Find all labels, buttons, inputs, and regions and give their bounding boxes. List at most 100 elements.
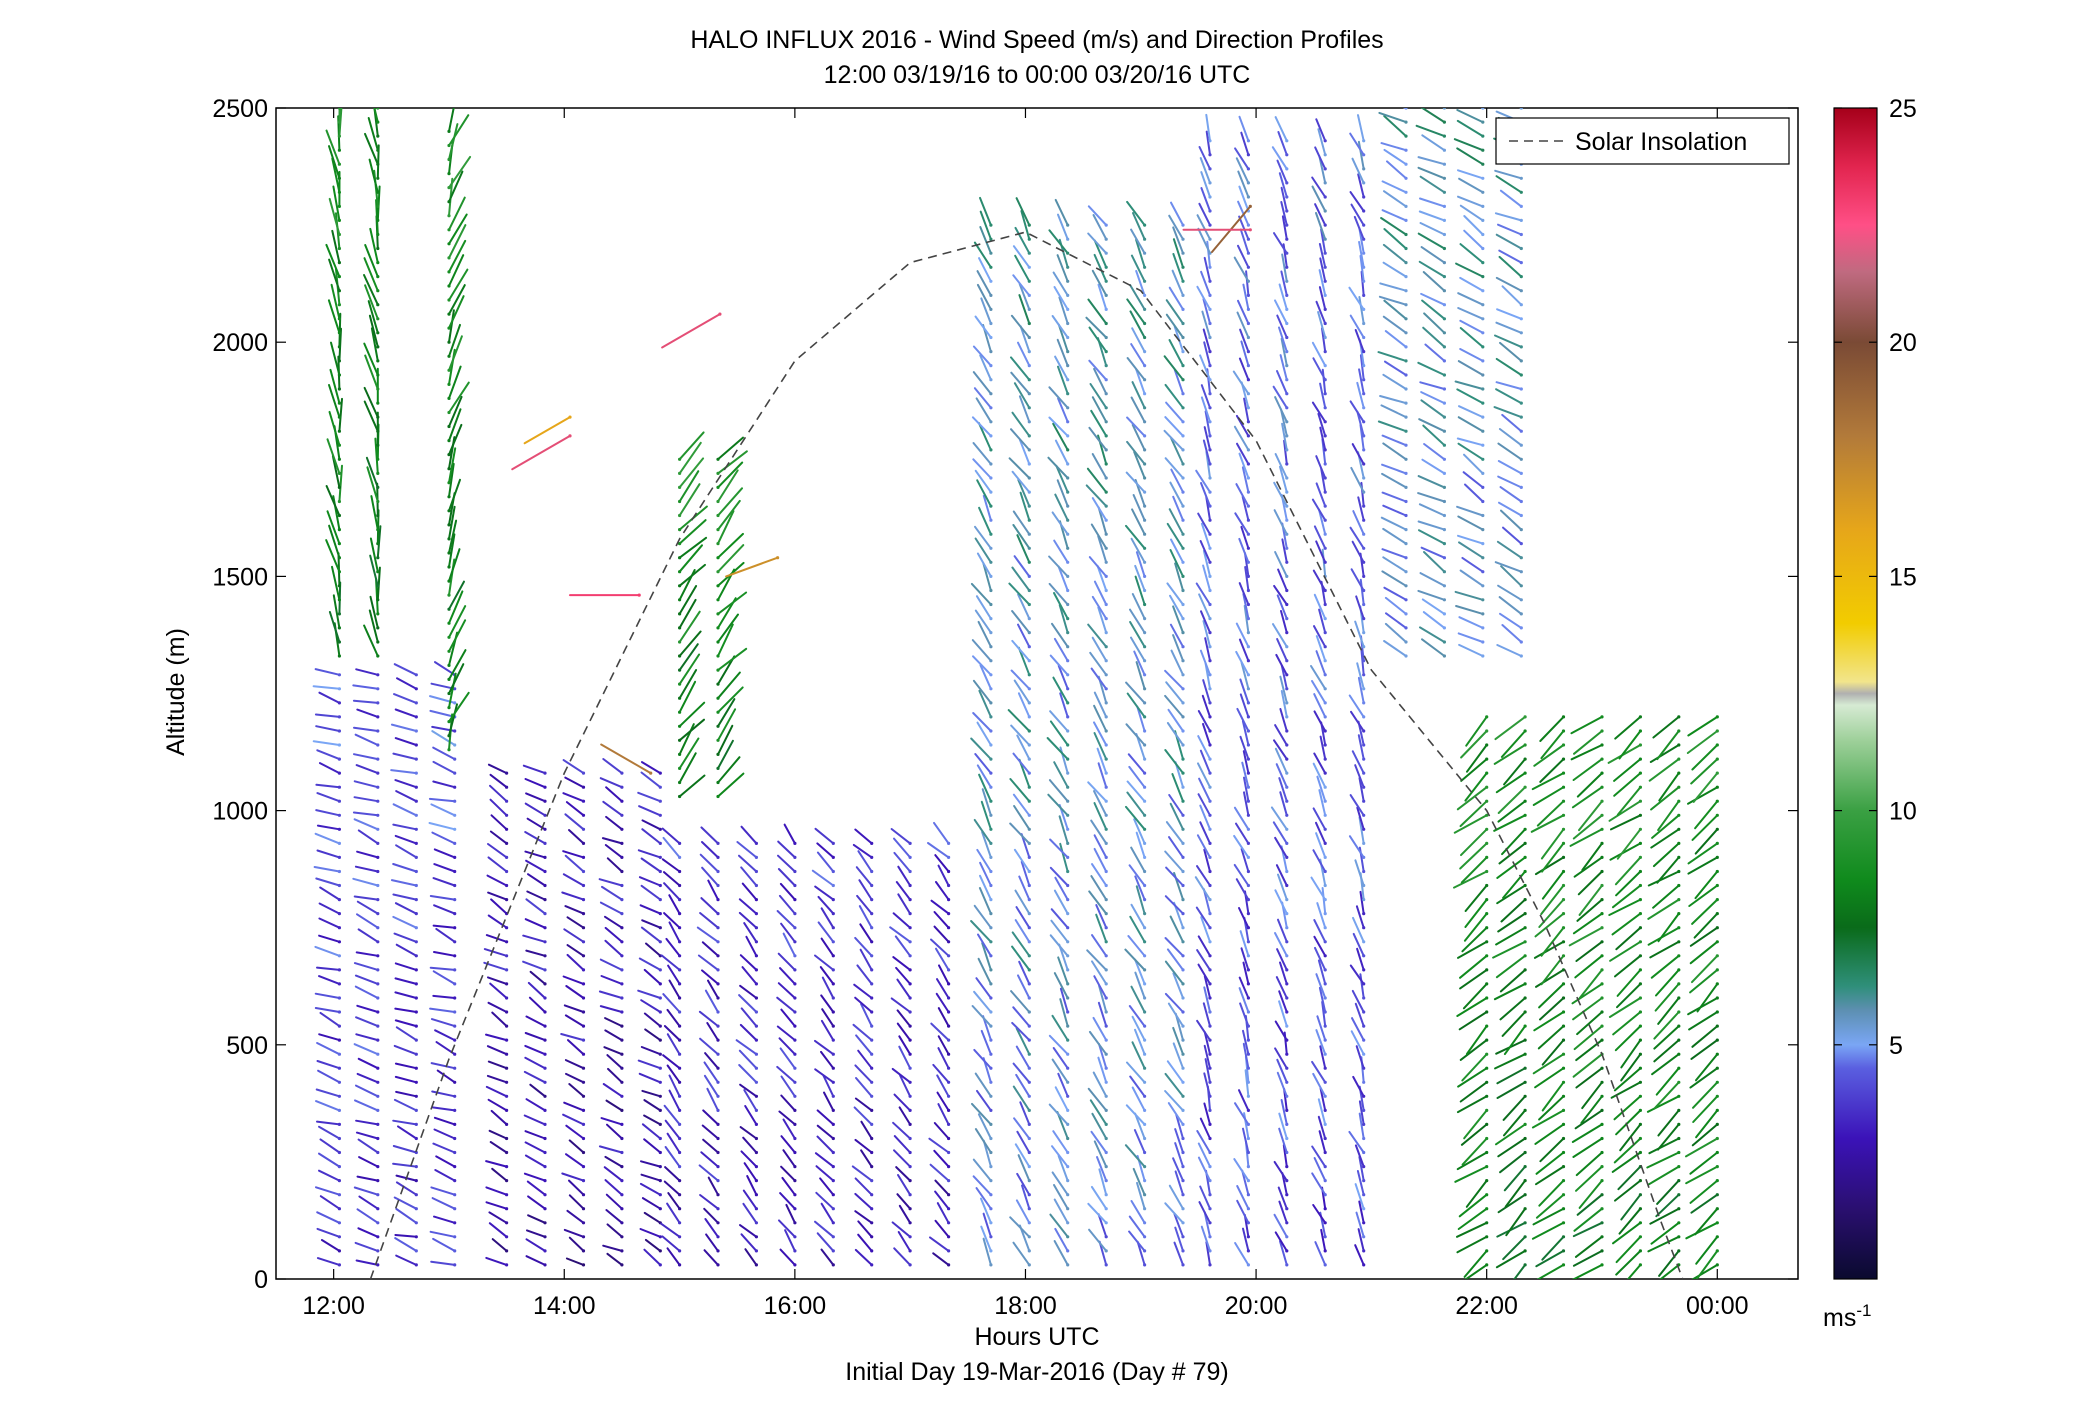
wind-barb <box>975 595 992 620</box>
wind-barb-origin <box>831 1179 835 1183</box>
wind-barb-origin <box>543 996 547 1000</box>
wind-barb-origin <box>1481 513 1485 518</box>
wind-barb-origin <box>658 1249 662 1253</box>
wind-barb <box>599 1005 623 1013</box>
wind-barb <box>566 953 585 971</box>
wind-barb <box>1090 667 1108 690</box>
wind-barb <box>1280 337 1288 367</box>
wind-barb-origin <box>1323 1235 1327 1239</box>
wind-barb <box>666 1033 681 1056</box>
wind-barb <box>487 1060 508 1070</box>
wind-barb-origin <box>620 1263 624 1267</box>
wind-barb <box>820 1019 835 1042</box>
wind-barb-origin <box>870 883 874 888</box>
wind-barb <box>1197 963 1211 985</box>
wind-barb <box>1358 1100 1365 1126</box>
wind-barb <box>1457 360 1484 376</box>
wind-barb-origin <box>1208 645 1212 649</box>
wind-barb-origin <box>581 1122 586 1126</box>
wind-barb <box>1417 492 1446 503</box>
wind-barb-origin <box>543 869 547 874</box>
wind-barb-origin <box>947 1179 951 1183</box>
wind-barb <box>1093 367 1108 395</box>
wind-barb-origin <box>1104 926 1108 930</box>
wind-barb-origin <box>1323 729 1327 733</box>
wind-barb <box>1650 1221 1680 1245</box>
wind-barb-origin <box>1481 261 1485 265</box>
wind-barb-origin <box>376 898 380 902</box>
wind-barb-origin <box>453 968 457 972</box>
wind-barb <box>1503 758 1527 786</box>
wind-barb <box>567 1039 585 1056</box>
wind-barb-origin <box>447 256 451 260</box>
wind-barb-origin <box>1285 1024 1289 1028</box>
wind-barb <box>1456 388 1484 405</box>
wind-barb <box>1620 1053 1642 1082</box>
wind-barb <box>1085 316 1108 339</box>
wind-barb <box>1278 777 1288 803</box>
wind-barb <box>1238 215 1250 241</box>
wind-barb <box>1241 720 1250 746</box>
wind-barb-origin <box>1143 940 1147 944</box>
wind-barb <box>678 643 699 672</box>
wind-barb-origin <box>505 996 509 1000</box>
wind-barb <box>364 244 379 278</box>
wind-barb-origin <box>1143 1221 1147 1225</box>
wind-barb-origin <box>1143 602 1147 607</box>
wind-barb <box>1540 926 1565 957</box>
wind-barb <box>1535 1249 1565 1268</box>
wind-barb <box>1348 286 1365 311</box>
wind-barb-origin <box>1523 1024 1527 1028</box>
wind-barb <box>486 874 508 887</box>
wind-barb <box>1617 1165 1642 1191</box>
wind-barb <box>779 1248 796 1266</box>
wind-barb-origin <box>1208 996 1212 1000</box>
wind-barb-origin <box>1143 982 1147 986</box>
wind-barb <box>527 1195 546 1210</box>
wind-barb <box>937 1047 950 1070</box>
wind-barb-origin <box>1246 869 1250 874</box>
wind-barb <box>1174 1226 1184 1252</box>
wind-barb-origin <box>793 1249 797 1253</box>
wind-barb-origin <box>1638 785 1642 789</box>
wind-barb-origin <box>1485 1263 1489 1267</box>
wind-barb-origin <box>1715 715 1719 719</box>
wind-barb-origin <box>1027 757 1031 761</box>
wind-barb-origin <box>1208 1108 1212 1112</box>
wind-barb-origin <box>376 528 380 532</box>
wind-barb-origin <box>870 1080 874 1084</box>
wind-barb <box>1421 598 1446 615</box>
wind-barb-origin <box>1523 940 1527 944</box>
wind-barb-origin <box>337 626 341 630</box>
wind-barb <box>1195 469 1211 494</box>
wind-barb <box>1351 989 1365 1013</box>
wind-barb <box>1013 382 1031 409</box>
wind-barb-origin <box>1523 841 1527 846</box>
wind-barb-origin <box>1485 1080 1489 1084</box>
wind-barb <box>1657 1109 1680 1137</box>
wind-barb-origin <box>1481 134 1485 138</box>
wind-barb <box>1687 715 1719 737</box>
wind-barb-origin <box>543 1122 547 1126</box>
wind-barb <box>1462 471 1484 489</box>
wind-barb-origin <box>716 542 720 546</box>
wind-barb-origin <box>1181 1080 1185 1084</box>
wind-barb <box>529 1083 546 1098</box>
wind-barb <box>1453 870 1488 889</box>
wind-barb-origin <box>1561 813 1566 817</box>
wind-barb <box>525 1255 546 1266</box>
wind-barb <box>1011 931 1031 957</box>
wind-barb-origin <box>581 1263 586 1267</box>
wind-barb-origin <box>989 237 993 241</box>
wind-barb-origin <box>1066 1024 1070 1028</box>
wind-barb <box>602 1083 623 1098</box>
wind-barb <box>1378 111 1407 124</box>
wind-barb <box>1502 870 1527 899</box>
wind-barb-origin <box>376 1122 380 1126</box>
wind-barb <box>1495 1249 1527 1269</box>
wind-barb-origin <box>1362 1136 1366 1141</box>
wind-barb-origin <box>716 794 720 799</box>
wind-barb <box>1199 649 1211 676</box>
wind-barb-origin <box>1285 378 1289 382</box>
wind-barb <box>1655 968 1680 997</box>
